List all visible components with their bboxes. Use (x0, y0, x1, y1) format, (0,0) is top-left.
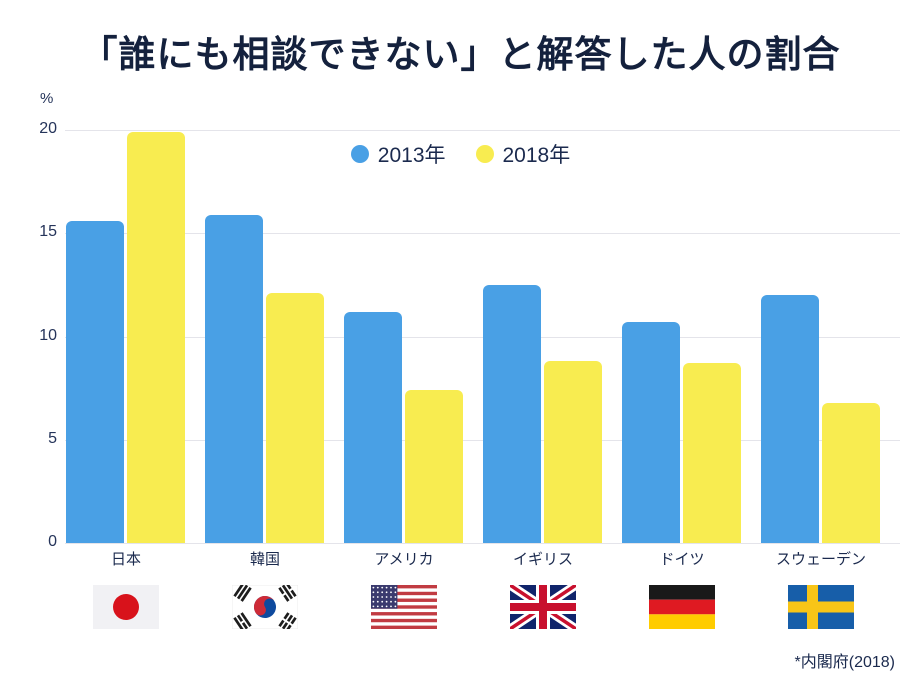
bar-ドイツ-2018年 (683, 363, 741, 543)
gridline-10 (65, 336, 900, 338)
chart-legend: 2013年 2018年 (0, 139, 921, 169)
bar-日本-2018年 (127, 132, 185, 543)
legend-item-2013年: 2013年 (350, 139, 446, 169)
flag-uk-icon (510, 585, 576, 629)
flag-japan-icon (93, 585, 159, 629)
y-tick-15: 15 (39, 223, 57, 241)
x-label-日本: 日本 (110, 551, 141, 568)
gridline-15 (65, 233, 900, 235)
gridline-0 (65, 543, 900, 544)
legend-label: 2013年 (377, 144, 446, 167)
bar-韓国-2018年 (266, 293, 324, 543)
chart-title: 「誰にも相談できない」と解答した人の割合 (80, 34, 841, 75)
x-label-ドイツ: ドイツ (659, 551, 705, 568)
source-note: *内閣府(2018) (794, 654, 895, 671)
legend-label: 2018年 (502, 144, 571, 167)
gridline-5 (65, 439, 900, 441)
bar-イギリス-2018年 (544, 361, 602, 543)
x-label-スウェーデン: スウェーデン (775, 551, 866, 568)
flag-germany-icon (649, 585, 715, 629)
flag-usa-icon (371, 585, 437, 629)
y-tick-5: 5 (48, 429, 57, 447)
legend-item-2018年: 2018年 (475, 139, 571, 169)
y-tick-20: 20 (39, 120, 57, 137)
plot-area (65, 130, 900, 544)
bar-スウェーデン-2018年 (822, 402, 880, 543)
bar-イギリス-2013年 (483, 284, 541, 543)
x-label-イギリス: イギリス (512, 551, 573, 568)
x-label-韓国: 韓国 (249, 551, 280, 568)
y-axis-unit-label: % (40, 90, 54, 107)
bar-韓国-2013年 (205, 214, 263, 543)
bar-アメリカ-2013年 (344, 311, 402, 543)
y-tick-0: 0 (48, 533, 57, 550)
bar-アメリカ-2018年 (405, 390, 463, 543)
flag-south-korea-icon (232, 585, 298, 629)
legend-dot-icon (350, 145, 369, 163)
x-label-アメリカ: アメリカ (374, 551, 434, 568)
gridline-20 (65, 130, 900, 131)
bar-日本-2013年 (66, 220, 124, 543)
bar-ドイツ-2013年 (622, 322, 680, 543)
flag-sweden-icon (788, 585, 854, 629)
bar-スウェーデン-2013年 (761, 295, 819, 543)
legend-dot-icon (475, 145, 494, 163)
y-tick-10: 10 (39, 326, 57, 344)
